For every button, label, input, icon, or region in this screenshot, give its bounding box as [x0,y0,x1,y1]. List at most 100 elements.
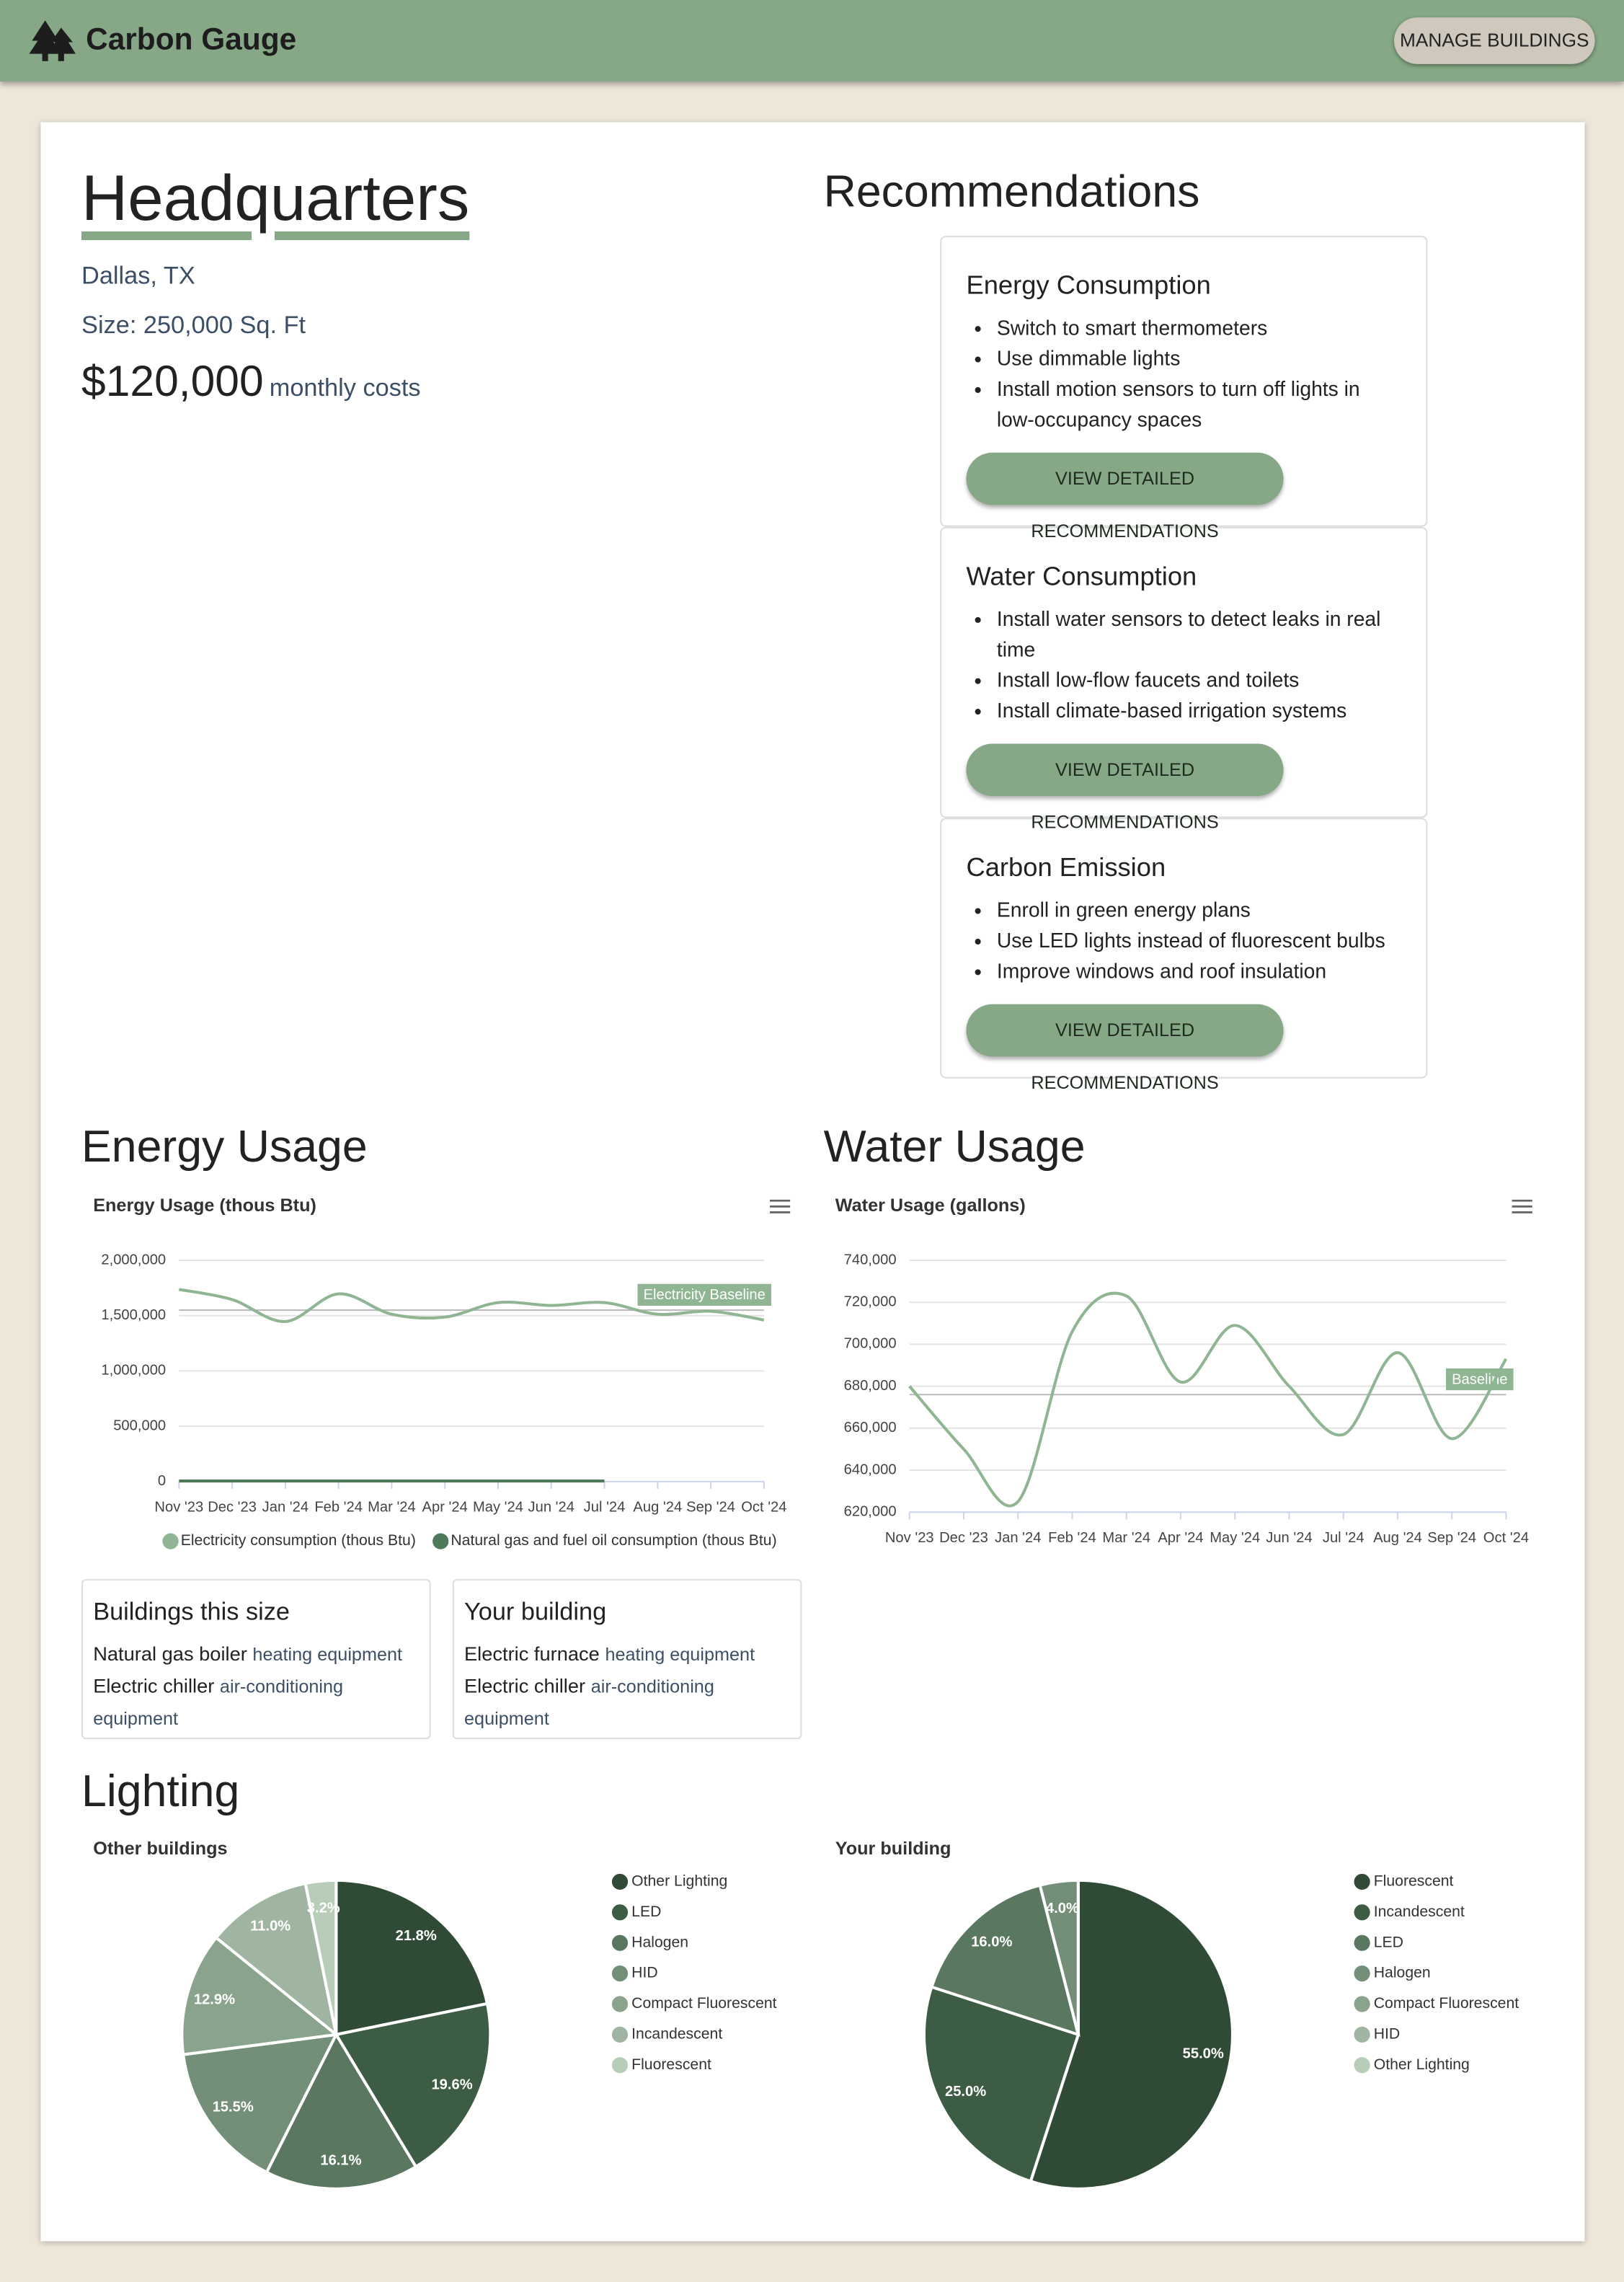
slice-label: 21.8% [396,1928,437,1944]
top-bar: Carbon Gauge MANAGE BUILDINGS [0,0,1624,82]
x-tick-label: Feb '24 [1048,1530,1096,1546]
y-tick-label: 620,000 [844,1504,897,1520]
recommendation-card: Water Consumption Install water sensors t… [940,526,1428,833]
cost-value: $120,000 [81,358,264,407]
y-tick-label: 680,000 [844,1378,897,1394]
baseline-label: Electricity Baseline [644,1287,766,1303]
legend-label: Incandescent [1374,1903,1465,1920]
slice-label: 19.6% [431,2077,472,2093]
x-tick-label: Dec '23 [939,1530,988,1546]
building-size: Size: 250,000 Sq. Ft [81,311,306,340]
equipment-type: heating equipment [252,1644,403,1666]
legend-label: Electricity consumption (thous Btu) [181,1532,416,1549]
legend-label: Other Lighting [1374,2056,1470,2073]
legend-marker [611,2057,629,2074]
x-tick-label: Mar '24 [1102,1530,1150,1546]
slice-label: 11.0% [250,1918,290,1934]
baseline-tag [637,1283,771,1306]
brand: Carbon Gauge [86,23,297,57]
cost: $120,000 monthly costs [81,358,421,408]
recommendation-items: Switch to smart thermometersUse dimmable… [966,313,1401,435]
view-recommendations-button[interactable]: VIEW DETAILED RECOMMENDATIONS [966,452,1284,541]
pie-slice [303,1878,338,2035]
legend-label: LED [631,1903,661,1920]
slice-label: 25.0% [945,2084,986,2100]
legend-marker [611,1965,629,1982]
recommendation-item: Enroll in green energy plans [997,895,1401,925]
x-tick-label: Oct '24 [741,1499,786,1515]
recommendations-title: Recommendations [823,166,1200,217]
x-tick-label: May '24 [1210,1530,1260,1546]
legend-marker [1354,1934,1370,1951]
legend-marker [611,1934,629,1951]
equipment-name: Electric chiller [93,1675,215,1697]
card-title: Energy Consumption [966,270,1211,300]
equipment-items: Electric furnace heating equipment Electr… [464,1639,790,1735]
x-tick-label: Nov '23 [154,1499,203,1515]
equipment-item: Electric furnace heating equipment [464,1639,790,1671]
legend-marker [611,1873,629,1890]
recommendation-item: Install water sensors to detect leaks in… [997,604,1401,665]
manage-buildings-button[interactable]: MANAGE BUILDINGS [1394,17,1595,64]
recommendation-item: Improve windows and roof insulation [997,956,1401,986]
legend-label: Incandescent [631,2025,722,2042]
lighting-heading: Lighting [81,1765,240,1817]
recommendation-item: Use dimmable lights [997,343,1401,373]
equipment-type: air-conditioning equipment [463,1676,714,1729]
y-tick-label: 1,500,000 [101,1307,166,1323]
legend-marker [1354,1996,1370,2012]
equipment-title: Buildings this size [93,1598,290,1626]
water-heading: Water Usage [823,1120,1086,1172]
card-title: Water Consumption [966,562,1197,591]
recommendation-list: Energy Consumption Switch to smart thermo… [940,235,1428,1093]
view-recommendations-button[interactable]: VIEW DETAILED RECOMMENDATIONS [966,743,1284,833]
pie-slice [214,1881,339,2038]
equipment-box: Your building Electric furnace heating eq… [452,1579,802,1740]
recommendation-item: Install motion sensors to turn off light… [997,374,1401,435]
recommendation-items: Enroll in green energy plansUse LED ligh… [966,895,1401,986]
x-tick-label: Aug '24 [1373,1530,1422,1546]
equipment-item: Electric chiller air-conditioning equipm… [93,1671,419,1735]
pie-slice [929,1883,1081,2037]
chart-title: Your building [835,1839,951,1859]
cost-label: monthly costs [269,373,421,402]
pie-slice [181,2033,339,2175]
equipment-item: Natural gas boiler heating equipment [93,1639,419,1671]
y-tick-label: 0 [158,1473,166,1489]
x-tick-label: Mar '24 [368,1499,416,1515]
x-tick-label: Sep '24 [686,1499,735,1515]
legend-marker [1354,1873,1370,1890]
slice-label: 16.1% [320,2153,361,2169]
equipment-item: Electric chiller air-conditioning equipm… [464,1671,790,1735]
x-tick-label: Feb '24 [314,1499,363,1515]
recommendation-card: Carbon Emission Enroll in green energy pl… [940,818,1428,1093]
legend-marker [611,1904,629,1921]
y-tick-label: 640,000 [844,1461,897,1477]
equipment-name: Electric furnace [463,1642,600,1666]
x-tick-label: Jun '24 [1266,1530,1312,1546]
chart-title: Energy Usage (thous Btu) [93,1195,316,1216]
building-location: Dallas, TX [81,262,195,290]
legend-label: Natural gas and fuel oil consumption (th… [451,1532,776,1549]
x-tick-label: Dec '23 [208,1499,257,1515]
y-tick-label: 720,000 [844,1294,897,1310]
legend-marker [611,2026,629,2043]
pie-slice [922,1985,1081,2183]
y-tick-label: 2,000,000 [101,1252,166,1268]
chart-title: Other buildings [93,1839,227,1859]
slice-label: 16.0% [971,1934,1012,1950]
legend-label: HID [631,1965,658,1981]
x-tick-label: Jul '24 [1323,1530,1365,1546]
y-tick-label: 1,000,000 [101,1363,166,1379]
legend-label: Halogen [1374,1965,1431,1981]
slice-label: 55.0% [1183,2046,1224,2062]
legend-marker [611,1996,629,2012]
view-recommendations-button[interactable]: VIEW DETAILED RECOMMENDATIONS [966,1004,1284,1093]
logo [29,20,76,61]
pie-slice [334,1878,489,2037]
x-tick-label: Jan '24 [995,1530,1041,1546]
equipment-name: Electric chiller [463,1675,586,1697]
recommendation-item: Switch to smart thermometers [997,313,1401,343]
y-tick-label: 700,000 [844,1336,897,1352]
